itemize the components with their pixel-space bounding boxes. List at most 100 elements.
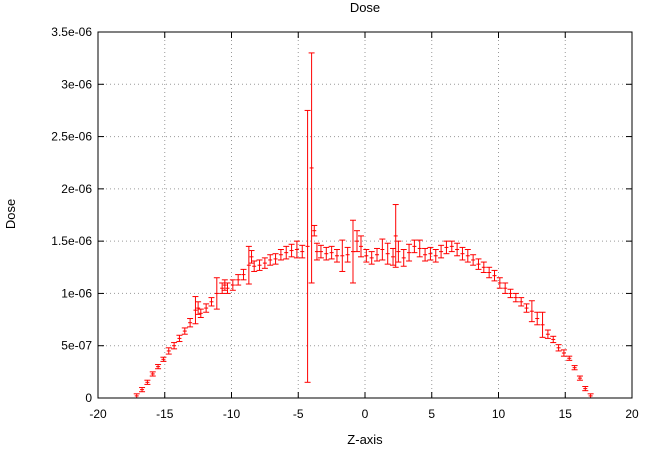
error-bar [195,301,202,315]
error-bar [176,334,183,343]
error-bar [566,355,573,361]
error-bar [496,277,503,289]
error-bar [576,375,583,381]
error-bar [317,244,324,259]
x-tick-label: -10 [223,407,241,421]
error-bar [160,356,167,362]
y-tick-label: 3.5e-06 [51,25,92,39]
error-bar [528,300,535,323]
error-bar [192,296,199,325]
error-bar [240,268,247,281]
error-bar [333,249,340,263]
error-bar [475,258,482,270]
error-bar [363,249,370,263]
error-bar [155,364,162,370]
error-bar [400,249,407,267]
error-bar [213,277,220,310]
error-bar [133,393,140,399]
error-bar [502,282,509,294]
error-bar [353,230,360,253]
error-bar [534,311,541,326]
error-bar [518,297,525,307]
error-bar [438,244,445,259]
error-bar [539,311,546,338]
error-bar [139,387,146,393]
error-bar [308,52,315,284]
y-tick-label: 5e-07 [61,339,92,353]
y-tick-label: 1.5e-06 [51,234,92,248]
error-bar [395,240,402,263]
x-tick-label: -15 [156,407,174,421]
error-bar [197,308,204,318]
error-bar [406,243,413,262]
error-bar [416,239,423,258]
error-bar [208,297,215,307]
error-bar [256,259,263,271]
error-bar [304,109,311,383]
error-bar [523,303,530,313]
error-bar [293,240,300,259]
error-bar [171,342,178,350]
error-bar [443,240,450,255]
error-bar [582,385,589,392]
error-bar [384,242,391,265]
error-bar [427,246,434,261]
error-bar [339,239,346,272]
error-bar [448,240,455,253]
error-bar [357,235,364,258]
x-tick-label: -20 [89,407,107,421]
error-bar [248,250,255,264]
y-tick-label: 1e-06 [61,286,92,300]
error-bar [349,219,356,284]
error-bar [422,247,429,262]
x-tick-label: 0 [362,407,369,421]
error-bar [480,261,487,274]
error-bar [277,249,284,261]
error-bar [390,247,397,266]
error-bar [459,246,466,261]
error-bar [344,246,351,263]
y-axis-ticks: 0 5e-07 1e-06 1.5e-06 2e-06 2.5e-06 3e-06 3.5e-… [51,25,632,405]
error-bar [288,243,295,258]
x-tick-label: -5 [293,407,304,421]
error-bar [144,379,151,385]
error-bar [486,266,493,279]
error-bar [299,244,306,259]
error-bar [587,393,594,399]
error-bar [261,257,268,269]
error-bar [379,238,386,261]
error-bar [323,246,330,261]
error-bar [512,292,519,303]
error-bar [219,282,226,294]
error-bar [368,251,375,265]
error-bar [432,249,439,263]
error-bar [464,249,471,263]
x-tick-label: 20 [625,407,639,421]
error-bar [203,303,210,313]
error-bar [229,279,236,291]
y-tick-label: 3e-06 [61,77,92,91]
grid-lines [98,32,632,398]
error-bar [571,365,578,371]
error-bar [560,349,567,357]
error-bar [311,224,318,237]
error-bar [224,282,231,294]
x-axis-label: Z-axis [347,432,383,447]
plot-frame [97,31,633,399]
error-bar [454,242,461,257]
error-bar [235,274,242,286]
error-bar [187,318,194,328]
chart-title: Dose [350,0,380,15]
error-bar [491,269,498,282]
error-bar [165,347,172,355]
error-bar [221,279,228,291]
y-tick-label: 2.5e-06 [51,130,92,144]
error-bar [470,254,477,266]
y-axis-label: Dose [3,199,18,229]
x-axis-ticks: -20 -15 -10 -5 0 5 10 15 20 [89,32,639,421]
error-bar [374,247,381,262]
error-bar [328,245,335,260]
error-bar [149,371,156,377]
error-bar [181,327,188,335]
x-tick-label: 15 [559,407,573,421]
